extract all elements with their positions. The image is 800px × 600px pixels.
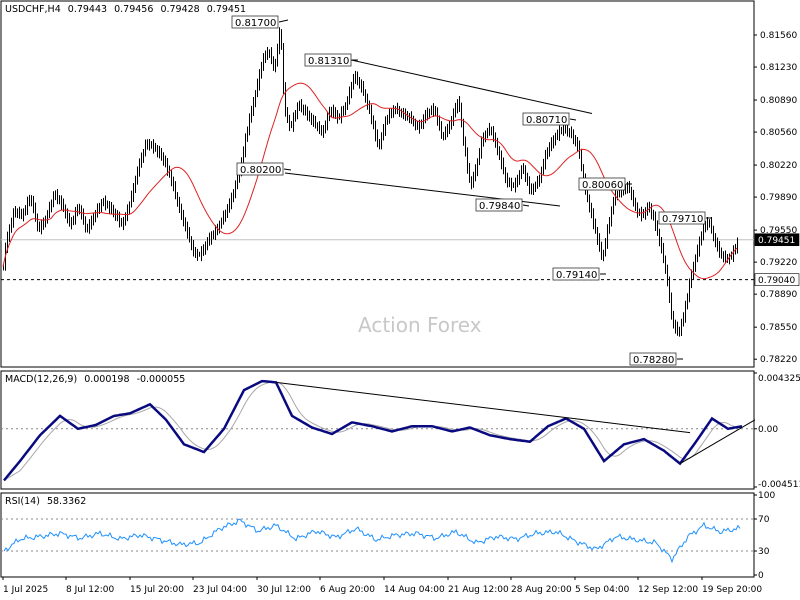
- price-tick-label: 0.78890: [760, 290, 797, 300]
- moving-average-line: [2, 82, 738, 280]
- support-price-box: [754, 273, 800, 286]
- time-tick-label: 5 Sep 04:00: [575, 585, 630, 595]
- time-tick-label: 23 Jul 04:00: [193, 585, 247, 595]
- time-tick-label: 30 Jul 12:00: [257, 585, 311, 595]
- swing-connector: [278, 19, 289, 23]
- swing-box: [578, 177, 626, 191]
- price-tick-label: 0.80890: [760, 96, 797, 106]
- macd-main-value: 0.000198: [84, 374, 129, 385]
- rsi-tick-label: 30: [758, 547, 770, 557]
- swing-label: 0.81310: [308, 56, 349, 67]
- price-tick-label: 0.81230: [760, 63, 797, 73]
- swing-box: [522, 112, 570, 126]
- symbol-label: USDCHF,H4: [5, 4, 61, 15]
- time-tick-label: 6 Aug 20:00: [320, 585, 375, 595]
- swing-box: [552, 267, 600, 281]
- macd-tick-label: -0.004511: [758, 480, 800, 490]
- macd-panel: [0, 370, 755, 490]
- support-price-label: 0.79040: [758, 276, 795, 286]
- price-tick-label: 0.79890: [760, 193, 797, 203]
- macd-axis: 0.004325 0.00 -0.004511: [754, 372, 800, 490]
- rsi-title: RSI(14): [5, 496, 40, 507]
- macd-tick-label: 0.004325: [758, 374, 800, 384]
- swing-label: 0.79840: [479, 201, 520, 212]
- time-tick-label: 28 Aug 20:00: [511, 585, 572, 595]
- price-tick-label: 0.79220: [760, 258, 797, 268]
- swing-box: [304, 53, 352, 67]
- macd-tick-label: 0.00: [758, 425, 778, 435]
- channel-upper-line: [329, 54, 593, 114]
- swing-label: 0.81700: [235, 18, 276, 29]
- swing-box: [231, 15, 279, 29]
- macd-main-line: [3, 379, 743, 482]
- price-tick-label: 0.78550: [760, 323, 797, 333]
- price-tick-label: 0.80560: [760, 128, 797, 138]
- rsi-axis: 100 70 30 0: [754, 491, 775, 581]
- swing-label: 0.80200: [240, 165, 281, 176]
- swing-box: [475, 198, 523, 212]
- time-axis: 1 Jul 2025 8 Jul 12:00 15 Jul 20:00 23 Jul …: [2, 577, 762, 595]
- swing-label: 0.80060: [582, 180, 623, 191]
- macd-trendline: [679, 419, 756, 465]
- rsi-value: 58.3362: [47, 496, 86, 507]
- macd-trendline: [275, 381, 691, 434]
- time-tick-label: 1 Jul 2025: [3, 585, 48, 595]
- price-tick-label: 0.81560: [760, 31, 797, 41]
- time-tick-label: 8 Jul 12:00: [66, 585, 115, 595]
- macd-signal-value: -0.000055: [137, 374, 186, 385]
- current-price-box: [754, 233, 800, 247]
- close-value: 0.79451: [207, 4, 246, 15]
- svg-text:USDCHF,H4 0.79443 0.79: USDCHF,H4 0.79443 0.79456 0.79428 0.7945…: [5, 4, 246, 15]
- swing-label: 0.79710: [662, 214, 703, 225]
- swing-box: [236, 162, 284, 176]
- time-tick-label: 14 Aug 04:00: [384, 585, 445, 595]
- rsi-panel: [0, 492, 755, 578]
- time-tick-label: 12 Sep 12:00: [638, 585, 698, 595]
- rsi-line: [3, 518, 741, 564]
- svg-text:RSI(14) 58.3362: RSI(14) 58.3362: [5, 496, 86, 507]
- macd-signal-line: [3, 381, 742, 481]
- price-series: [1, 27, 754, 337]
- high-value: 0.79456: [114, 4, 153, 15]
- price-tick-label: 0.78220: [760, 355, 797, 365]
- low-value: 0.79428: [160, 4, 199, 15]
- price-axis: 0.81560 0.81230 0.80890 0.80560 0.80220 0.798…: [754, 31, 800, 365]
- swing-box: [629, 352, 677, 366]
- watermark: Action Forex: [358, 313, 482, 337]
- price-tick-label: 0.80220: [760, 161, 797, 171]
- time-tick-label: 21 Aug 12:00: [448, 585, 509, 595]
- swing-connector: [283, 168, 292, 171]
- price-tick-label: 0.79550: [760, 226, 797, 236]
- swing-label: 0.78280: [633, 355, 674, 366]
- rsi-series: [1, 518, 754, 564]
- swing-connector: [569, 118, 577, 121]
- open-value: 0.79443: [68, 4, 107, 15]
- swing-label: 0.79140: [556, 270, 597, 281]
- macd-series: [1, 379, 756, 482]
- swing-labels: 0.81700 0.81310 0.80200 0.79840 0.80710 0.800…: [231, 15, 712, 366]
- swing-connector: [522, 204, 530, 207]
- swing-box: [658, 211, 706, 225]
- swing-label: 0.80710: [526, 115, 567, 126]
- macd-title: MACD(12,26,9): [5, 374, 77, 385]
- rsi-tick-label: 100: [758, 491, 775, 501]
- rsi-tick-label: 0: [758, 571, 764, 581]
- svg-text:MACD(12,26,9) 0.000198: MACD(12,26,9) 0.000198 -0.000055: [5, 374, 185, 385]
- time-tick-label: 19 Sep 20:00: [702, 585, 762, 595]
- rsi-tick-label: 70: [758, 515, 770, 525]
- current-price-label: 0.79451: [758, 236, 795, 246]
- time-tick-label: 15 Jul 20:00: [130, 585, 184, 595]
